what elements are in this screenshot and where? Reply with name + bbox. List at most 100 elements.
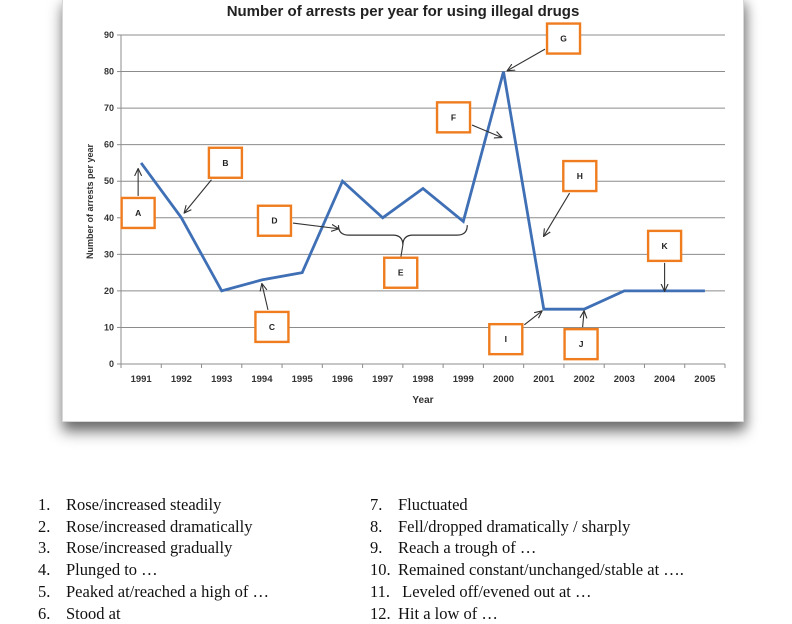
x-tick-label: 2001 — [533, 374, 555, 385]
x-tick-label: 1991 — [131, 374, 153, 385]
annotation-label: I — [505, 334, 507, 344]
line-chart: Number of arrests per year for using ill… — [85, 3, 726, 406]
annotation-box — [207, 146, 244, 179]
term-item: 6. Stood at — [38, 603, 269, 624]
annotation-box — [383, 256, 419, 289]
annotation-label: D — [271, 216, 277, 226]
annotation-arrow — [184, 179, 212, 213]
series-line — [139, 71, 705, 311]
term-number: 7. — [370, 495, 383, 514]
x-tick-label: 2000 — [493, 374, 514, 385]
term-item: 3. Rose/increased gradually — [38, 537, 269, 559]
x-tick-label: 2004 — [654, 374, 676, 385]
x-tick-label: 1996 — [332, 374, 353, 385]
term-item: 12. Hit a low of … — [370, 603, 684, 624]
annotation-label: C — [269, 322, 275, 332]
term-text: Plunged to … — [66, 560, 158, 580]
term-item: 4. Plunged to … — [38, 559, 269, 581]
y-tick-label: 60 — [104, 140, 114, 150]
term-text: Rose/increased steadily — [66, 495, 222, 514]
annotation-label: A — [135, 208, 141, 218]
annotation-box — [256, 204, 293, 237]
y-axis-label: Number of arrests per year — [85, 143, 95, 259]
annotation-arrow — [583, 311, 584, 328]
brace — [337, 225, 468, 246]
x-axis-label: Year — [412, 395, 433, 406]
term-item: 11. Leveled off/evened out at … — [370, 581, 684, 603]
annotation-arrow — [262, 284, 269, 311]
x-tick-label: 1993 — [211, 374, 232, 385]
y-tick-label: 30 — [104, 249, 114, 259]
annotation-label: G — [560, 34, 567, 44]
y-tick-label: 90 — [104, 30, 114, 40]
y-tick-label: 10 — [104, 322, 114, 332]
x-tick-label: 1994 — [251, 374, 273, 385]
annotation-box — [646, 229, 683, 263]
chart-panel: Number of arrests per year for using ill… — [62, 0, 744, 422]
y-tick-label: 0 — [109, 359, 114, 369]
term-number: 5. — [38, 581, 51, 601]
annotation-label: E — [398, 268, 404, 278]
term-list-left: 1. Rose/increased steadily 2. Rose/increase… — [38, 494, 269, 624]
x-tick-label: 1997 — [372, 374, 393, 385]
x-tick-label: 2003 — [614, 374, 635, 385]
annotation-label: K — [662, 241, 669, 251]
term-text: Peaked at/reached a high of … — [66, 581, 269, 601]
y-tick-label: 40 — [104, 213, 114, 223]
y-tick-label: 20 — [104, 286, 114, 296]
x-tick-label: 1998 — [412, 374, 433, 385]
term-number: 1. — [38, 495, 51, 514]
term-text: Stood at — [66, 603, 121, 623]
brace-connector — [400, 244, 404, 258]
annotation-box — [545, 22, 582, 55]
term-number: 8. — [370, 516, 383, 536]
term-text: Rose/increased gradually — [66, 538, 233, 558]
term-text: Fell/dropped dramatically / sharply — [398, 516, 631, 536]
x-tick-label: 2002 — [573, 374, 594, 385]
term-number: 2. — [38, 516, 51, 536]
annotation-box — [120, 196, 156, 230]
annotation-label: B — [222, 158, 228, 168]
term-number: 3. — [38, 538, 51, 558]
chart-title: Number of arrests per year for using ill… — [227, 3, 580, 20]
annotation-box — [435, 101, 472, 134]
annotation-arrow — [523, 311, 542, 326]
y-tick-label: 50 — [104, 176, 114, 186]
term-item: 8. Fell/dropped dramatically / sharply — [370, 516, 684, 538]
term-text: Remained constant/unchanged/stable at …. — [398, 560, 684, 580]
x-tick-label: 2005 — [694, 374, 716, 385]
annotation-label: H — [577, 171, 583, 181]
term-item: 1. Rose/increased steadily — [38, 494, 269, 516]
y-tick-label: 70 — [104, 103, 114, 113]
term-number: 12. — [370, 603, 391, 623]
term-text: Hit a low of … — [398, 603, 498, 623]
annotation-box — [563, 327, 599, 361]
term-text: Rose/increased dramatically — [66, 516, 253, 536]
x-tick-label: 1999 — [453, 374, 474, 385]
annotation-arrow — [544, 192, 571, 236]
annotation-label: J — [579, 339, 584, 349]
term-item: 2. Rose/increased dramatically — [38, 516, 269, 538]
annotation-arrow — [508, 48, 546, 70]
annotation-box — [254, 310, 290, 344]
annotation-box — [488, 322, 524, 356]
term-item: 5. Peaked at/reached a high of … — [38, 581, 269, 603]
term-list-right: 7. Fluctuated 8. Fell/dropped dramatically … — [370, 494, 684, 624]
annotation-arrow — [471, 124, 502, 137]
term-text: Reach a trough of … — [398, 538, 537, 558]
term-number: 6. — [38, 603, 51, 623]
x-tick-label: 1992 — [171, 374, 192, 385]
annotation-arrow — [292, 222, 339, 229]
annotation-label: F — [451, 112, 456, 122]
term-number: 11. — [370, 581, 391, 601]
x-tick-label: 1995 — [292, 374, 314, 385]
term-item: 9. Reach a trough of … — [370, 537, 684, 559]
term-text: Leveled off/evened out at … — [398, 581, 592, 601]
y-tick-label: 80 — [104, 67, 114, 77]
term-item: 7. Fluctuated — [370, 494, 684, 516]
annotation-box — [562, 159, 598, 193]
term-item: 10. Remained constant/unchanged/stable at… — [370, 559, 684, 581]
term-number: 10. — [370, 560, 391, 580]
term-number: 4. — [38, 560, 51, 580]
term-text: Fluctuated — [398, 495, 468, 514]
